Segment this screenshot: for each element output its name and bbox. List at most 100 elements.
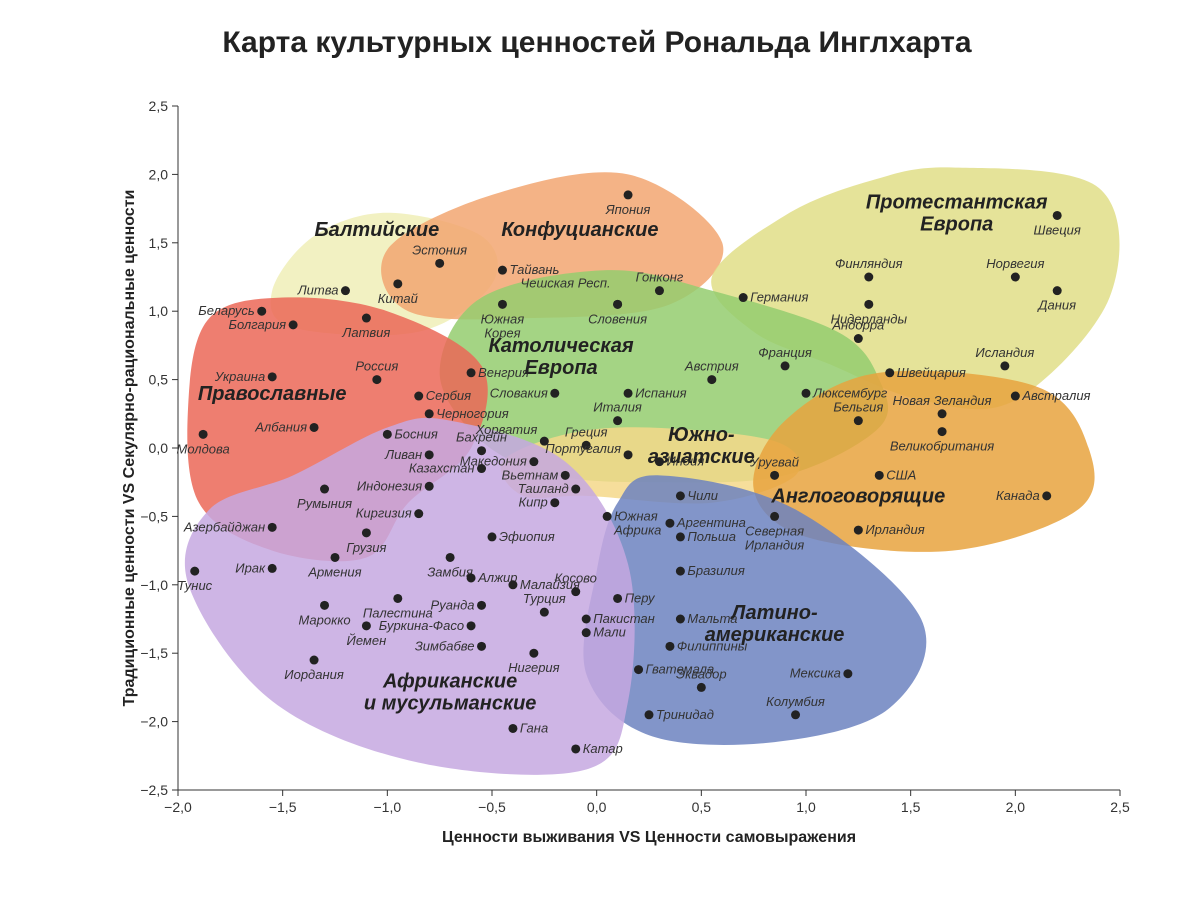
point-label: Чили	[687, 488, 718, 503]
data-point	[425, 450, 434, 459]
cluster-label-baltic: Балтийские	[314, 219, 439, 241]
data-point	[446, 553, 455, 562]
data-point	[770, 512, 779, 521]
point-label: Великобритания	[890, 439, 994, 454]
ytick-label: 1,5	[149, 235, 169, 251]
data-point	[257, 307, 266, 316]
point-label: Финляндия	[835, 256, 903, 271]
data-point	[843, 669, 852, 678]
point-label: Гонконг	[636, 270, 684, 285]
ytick-label: 0,5	[149, 372, 169, 388]
data-point	[875, 471, 884, 480]
point-label: Ирландия	[865, 522, 924, 537]
point-label: Босния	[394, 426, 438, 441]
point-label: СевернаяИрландия	[745, 523, 804, 552]
data-point	[571, 744, 580, 753]
data-point	[477, 601, 486, 610]
point-label: Армения	[307, 564, 361, 579]
data-point	[310, 656, 319, 665]
point-label: Новая Зеландия	[893, 393, 992, 408]
point-label: Буркина-Фасо	[379, 618, 464, 633]
point-label: Казахстан	[409, 461, 475, 476]
point-label: Бельгия	[833, 400, 883, 415]
point-label: Катар	[583, 741, 623, 756]
point-label: Колумбия	[766, 694, 825, 709]
xtick-label: 0,5	[692, 799, 712, 815]
xtick-label: −0,5	[478, 799, 506, 815]
data-point	[1053, 286, 1062, 295]
data-point	[781, 361, 790, 370]
point-label: Тунис	[177, 578, 212, 593]
data-point	[885, 368, 894, 377]
point-label: Чешская Респ.	[521, 275, 611, 290]
point-label: Азербайджан	[183, 519, 265, 534]
data-point	[320, 485, 329, 494]
data-point	[362, 621, 371, 630]
point-label: ЮжнаяАфрика	[613, 508, 661, 537]
data-point	[425, 482, 434, 491]
data-point	[268, 523, 277, 532]
point-label: Сербия	[426, 388, 471, 403]
point-label: Япония	[605, 202, 651, 217]
data-point	[582, 615, 591, 624]
point-label: Ирак	[235, 560, 266, 575]
point-label: Болгария	[228, 317, 286, 332]
xtick-label: 1,0	[796, 799, 816, 815]
point-label: Йемен	[347, 632, 387, 648]
data-point	[613, 594, 622, 603]
cluster-label-africa_islam: Африканскиеи мусульманские	[364, 670, 537, 714]
point-label: Уругвай	[749, 454, 799, 469]
data-point	[1042, 491, 1051, 500]
point-label: Румыния	[297, 496, 352, 511]
data-point	[603, 512, 612, 521]
point-label: Исландия	[975, 345, 1034, 360]
point-label: Латвия	[341, 325, 390, 340]
data-point	[199, 430, 208, 439]
xtick-label: −2,0	[164, 799, 192, 815]
data-point	[414, 392, 423, 401]
x-axis-label: Ценности выживания VS Ценности самовыраж…	[442, 829, 856, 846]
point-label: Иордания	[284, 667, 344, 682]
data-point	[854, 526, 863, 535]
point-label: Австрия	[684, 359, 739, 374]
chart-title: Карта культурных ценностей Рональда Ингл…	[0, 26, 1194, 60]
point-label: Кипр	[519, 495, 548, 510]
data-point	[676, 491, 685, 500]
data-point	[1011, 273, 1020, 282]
data-point	[425, 409, 434, 418]
point-label: Австралия	[1021, 388, 1090, 403]
data-point	[477, 464, 486, 473]
data-point	[1011, 392, 1020, 401]
y-axis-label: Традиционные ценности VS Секулярно-рацио…	[121, 190, 138, 707]
data-point	[802, 389, 811, 398]
scatter-plot: −2,5−2,0−1,5−1,0−0,50,00,51,01,52,02,5−2…	[120, 96, 1140, 856]
data-point	[634, 665, 643, 674]
ytick-label: −1,5	[140, 645, 168, 661]
point-label: Киргизия	[356, 506, 412, 521]
ytick-label: −1,0	[140, 577, 168, 593]
point-label: Словакия	[490, 385, 548, 400]
cluster-label-orthodox: Православные	[198, 383, 347, 405]
ytick-label: 2,0	[149, 166, 169, 182]
data-point	[571, 485, 580, 494]
data-point	[467, 621, 476, 630]
point-label: Литва	[297, 283, 339, 298]
ytick-label: 2,5	[149, 98, 169, 114]
point-label: Дания	[1036, 298, 1076, 313]
data-point	[414, 509, 423, 518]
point-label: Тайвань	[509, 262, 559, 277]
data-point	[341, 286, 350, 295]
data-point	[383, 430, 392, 439]
data-point	[676, 567, 685, 576]
data-point	[854, 334, 863, 343]
data-point	[665, 642, 674, 651]
data-point	[676, 532, 685, 541]
point-label: Бразилия	[687, 563, 744, 578]
data-point	[770, 471, 779, 480]
point-label: Зимбабве	[415, 638, 475, 653]
data-point	[488, 532, 497, 541]
point-label: Руанда	[431, 597, 475, 612]
data-point	[498, 300, 507, 309]
data-point	[467, 573, 476, 582]
data-point	[467, 368, 476, 377]
